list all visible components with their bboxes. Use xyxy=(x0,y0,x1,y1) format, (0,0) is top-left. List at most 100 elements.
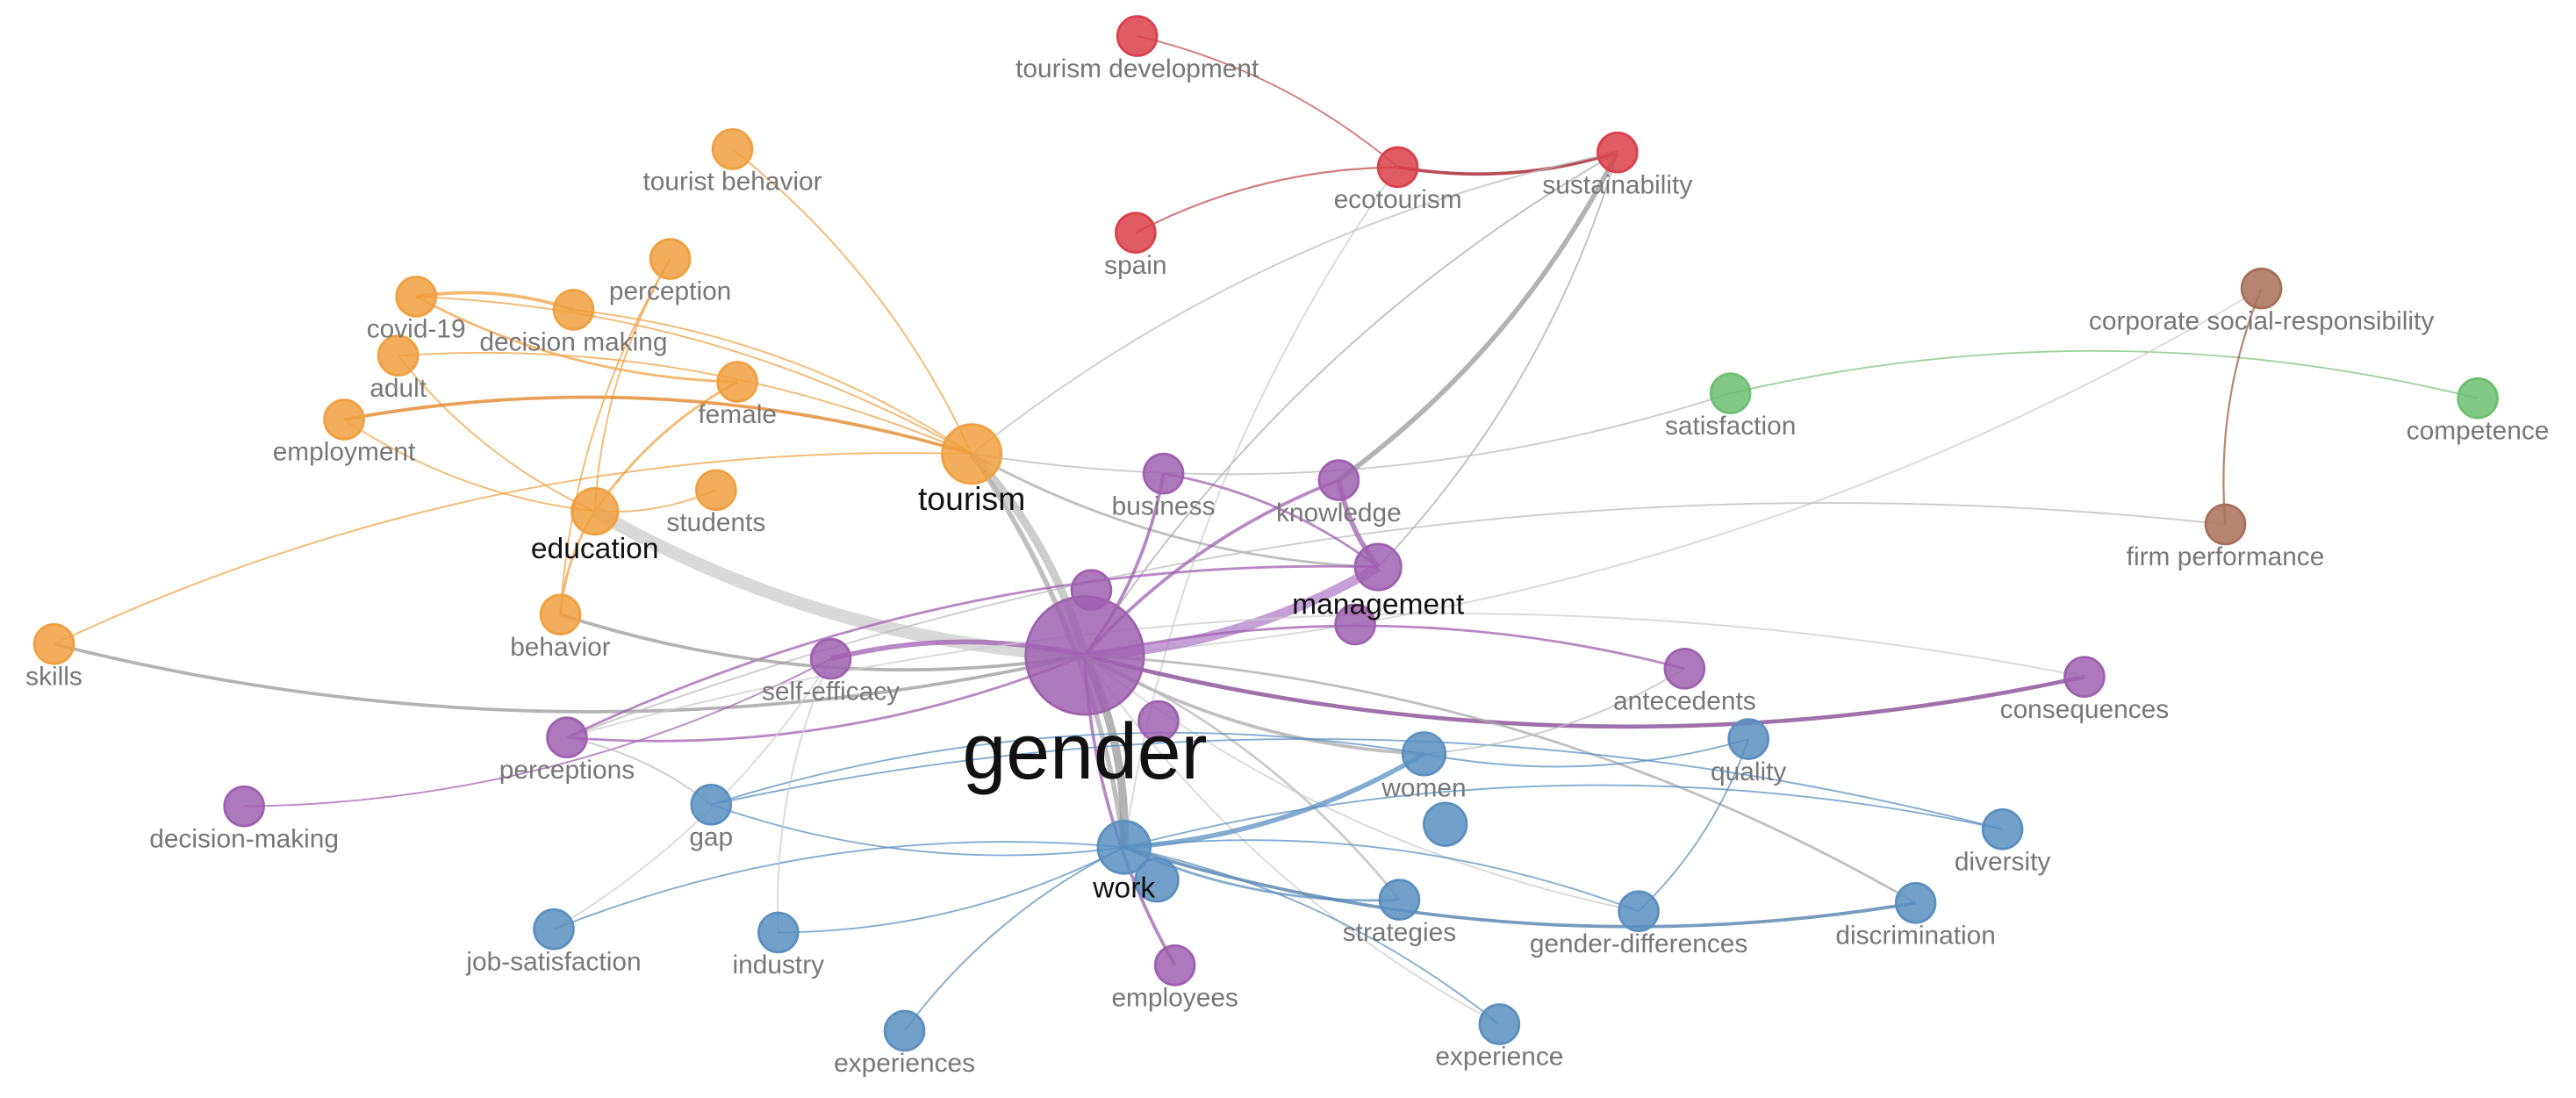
edge xyxy=(1084,654,1917,905)
node-label: quality xyxy=(1711,757,1786,786)
edge xyxy=(415,295,738,384)
edge xyxy=(971,452,1379,569)
node-label: sustainability xyxy=(1542,170,1692,199)
node xyxy=(1134,857,1180,903)
node xyxy=(377,334,420,377)
node xyxy=(1376,146,1419,189)
node-label: covid-19 xyxy=(367,315,466,344)
edge xyxy=(54,452,972,645)
node xyxy=(539,593,582,635)
edge xyxy=(1163,472,1380,569)
edge xyxy=(2222,288,2263,525)
node xyxy=(1334,603,1376,646)
node-label: perceptions xyxy=(499,756,635,785)
nodes xyxy=(32,15,2499,1052)
node-label: discrimination xyxy=(1835,922,1996,951)
edge xyxy=(1730,349,2479,399)
edge xyxy=(1084,655,1500,1025)
edge xyxy=(777,658,832,933)
node xyxy=(1116,15,1159,57)
node xyxy=(1663,647,1706,690)
node xyxy=(1401,731,1447,777)
edge xyxy=(711,738,2003,830)
node xyxy=(1142,452,1185,495)
node-label: women xyxy=(1381,773,1466,802)
node xyxy=(323,398,365,441)
edge xyxy=(1137,35,1399,169)
edge xyxy=(566,654,1086,743)
edge xyxy=(1084,287,2263,657)
node xyxy=(1981,807,2024,850)
edge xyxy=(1377,152,1618,568)
background xyxy=(3,0,2573,1098)
node xyxy=(809,637,852,680)
node-label: decision making xyxy=(479,328,667,357)
node-label: management xyxy=(1292,589,1465,621)
edge xyxy=(244,657,831,807)
node xyxy=(552,289,595,331)
node xyxy=(695,469,737,512)
node xyxy=(1596,131,1639,174)
labels: tourism development ecotourism sustainabil… xyxy=(25,54,2549,1078)
node-label: spain xyxy=(1104,251,1166,280)
edge xyxy=(1084,653,2085,729)
node xyxy=(1115,212,1157,254)
edge xyxy=(559,258,671,615)
node xyxy=(223,785,265,828)
edge xyxy=(731,148,972,455)
edge xyxy=(566,564,1379,739)
edge xyxy=(1123,846,1500,1025)
edge xyxy=(1397,150,1618,176)
node-label: female xyxy=(698,400,777,429)
node xyxy=(941,423,1003,485)
node xyxy=(1137,700,1180,743)
edge xyxy=(416,296,972,456)
node-label: education xyxy=(531,533,659,565)
node xyxy=(649,238,692,280)
node-label: business xyxy=(1112,492,1216,520)
edge xyxy=(903,846,1125,1032)
node-label: competence xyxy=(2407,416,2550,445)
node-label: strategies xyxy=(1343,918,1456,947)
node-label: tourism development xyxy=(1015,54,1259,83)
node-label: students xyxy=(666,508,765,537)
node xyxy=(2240,267,2283,310)
edge xyxy=(343,395,972,456)
node-label: diversity xyxy=(1955,848,2051,877)
node-label: behavior xyxy=(510,633,611,662)
node xyxy=(2204,503,2247,546)
node xyxy=(1478,1003,1521,1045)
node xyxy=(1378,879,1421,921)
edge xyxy=(1123,784,2003,849)
node-label: satisfaction xyxy=(1665,412,1796,441)
node-label: firm performance xyxy=(2127,542,2325,571)
edge xyxy=(573,308,972,455)
node xyxy=(1423,801,1468,847)
node-label: employment xyxy=(273,438,416,467)
node-label: work xyxy=(1092,872,1155,905)
node-label: gap xyxy=(689,823,733,852)
node-label: ecotourism xyxy=(1334,185,1462,214)
node-label: employees xyxy=(1111,983,1238,1012)
node-label: knowledge xyxy=(1276,499,1402,527)
node xyxy=(1353,542,1403,592)
edge xyxy=(343,419,595,513)
node xyxy=(716,361,758,403)
node-label: gender xyxy=(962,707,1207,795)
node xyxy=(1153,944,1196,987)
node-label: decision-making xyxy=(149,824,339,853)
node xyxy=(2457,377,2499,420)
edge xyxy=(1424,738,1749,768)
node-label: skills xyxy=(25,663,83,692)
node xyxy=(1024,595,1145,716)
node xyxy=(395,276,437,318)
node xyxy=(546,716,588,759)
edge xyxy=(1123,166,1399,848)
node xyxy=(1317,459,1360,501)
node xyxy=(1727,718,1769,760)
node-label: tourism xyxy=(918,480,1025,517)
node xyxy=(2063,656,2106,698)
node-label: experiences xyxy=(834,1049,975,1078)
node xyxy=(1709,372,1752,414)
